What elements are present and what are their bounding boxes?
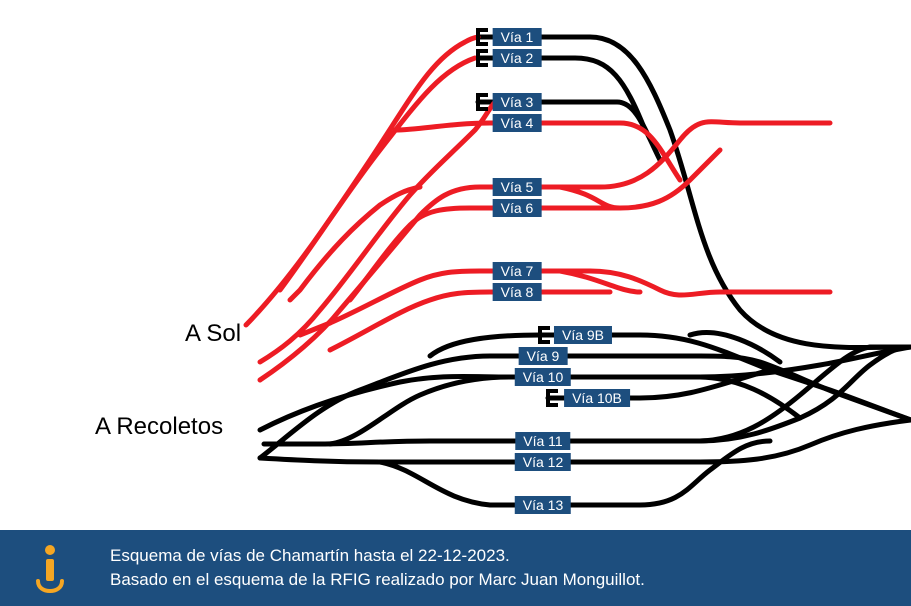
track-path: [380, 441, 770, 505]
footer-line-2: Basado en el esquema de la RFIG realizad…: [110, 568, 645, 592]
destination-label: A Sol: [185, 320, 241, 348]
track-label: Vía 4: [493, 114, 542, 132]
tracks-svg: [0, 0, 911, 530]
track-label: Vía 1: [493, 28, 542, 46]
track-path: [280, 58, 475, 290]
info-rail-icon: [30, 543, 70, 593]
track-path: [330, 271, 830, 323]
track-path: [330, 377, 510, 444]
track-label: Vía 10B: [564, 389, 630, 407]
track-label: Vía 2: [493, 49, 542, 67]
track-label: Vía 8: [493, 283, 542, 301]
track-label: Vía 12: [515, 453, 571, 471]
track-label: Vía 11: [515, 432, 570, 450]
track-path: [478, 37, 911, 348]
destination-label: A Recoletos: [95, 413, 223, 441]
track-path: [700, 377, 800, 418]
track-label: Vía 13: [515, 496, 571, 514]
track-label: Vía 9B: [554, 326, 612, 344]
track-label: Vía 10: [515, 368, 571, 386]
track-path: [560, 187, 620, 208]
track-diagram: Vía 1 Vía 2 Vía 3 Vía 4 Vía 5 Vía 6 Vía 7 Vía 8…: [0, 0, 911, 530]
track-label: Vía 5: [493, 178, 542, 196]
footer-line-1: Esquema de vías de Chamartín hasta el 22…: [110, 544, 645, 568]
track-label: Vía 3: [493, 93, 542, 111]
track-label: Vía 7: [493, 262, 542, 280]
track-label: Vía 9: [519, 347, 568, 365]
footer-text: Esquema de vías de Chamartín hasta el 22…: [110, 544, 645, 592]
footer-bar: Esquema de vías de Chamartín hasta el 22…: [0, 530, 911, 606]
track-label: Vía 6: [493, 199, 542, 217]
